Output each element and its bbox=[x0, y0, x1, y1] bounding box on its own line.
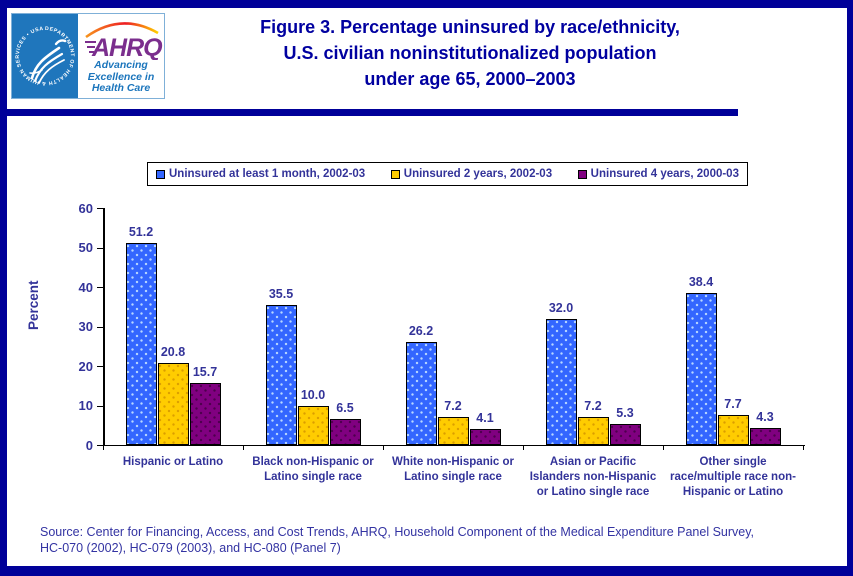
bar-value-label: 5.3 bbox=[616, 406, 634, 421]
x-tick bbox=[243, 445, 244, 450]
ahrq-acronym: AHRQ bbox=[91, 34, 163, 60]
y-axis-title: Percent bbox=[26, 280, 41, 330]
page-border-bottom bbox=[0, 566, 853, 576]
ahrq-tagline-line2: Excellence in bbox=[87, 70, 155, 83]
bar-value-label: 26.2 bbox=[408, 323, 434, 338]
y-tick-label: 0 bbox=[85, 437, 93, 453]
legend-item: Uninsured at least 1 month, 2002-03 bbox=[156, 168, 365, 180]
bar bbox=[685, 293, 717, 445]
figure-title-line1: Figure 3. Percentage uninsured by race/e… bbox=[260, 17, 680, 37]
bar bbox=[717, 414, 749, 445]
bar-value-label: 6.5 bbox=[336, 401, 354, 416]
y-tick-label: 40 bbox=[78, 279, 93, 295]
hhs-logo: DEPARTMENT OF HEALTH & HUMAN SERVICES • … bbox=[12, 14, 78, 98]
bar-value-label: 10.0 bbox=[300, 387, 326, 402]
bar-value-label: 32.0 bbox=[548, 300, 574, 315]
bar-value-label: 35.5 bbox=[268, 286, 294, 301]
x-axis-line bbox=[103, 445, 805, 446]
bar-value-label: 38.4 bbox=[688, 275, 714, 290]
svg-text:DEPARTMENT OF HEALTH & HUMAN S: DEPARTMENT OF HEALTH & HUMAN SERVICES • … bbox=[15, 26, 75, 86]
y-tick bbox=[97, 366, 103, 367]
y-tick bbox=[97, 287, 103, 288]
legend-swatch-icon bbox=[577, 169, 587, 179]
bar bbox=[189, 382, 221, 445]
legend-item: Uninsured 4 years, 2000-03 bbox=[577, 168, 739, 180]
bar bbox=[157, 362, 189, 445]
figure-title-line3: under age 65, 2000–2003 bbox=[364, 69, 576, 89]
legend-label: Uninsured 4 years, 2000-03 bbox=[590, 168, 739, 180]
y-tick bbox=[97, 247, 103, 249]
chart-legend: Uninsured at least 1 month, 2002-03 Unins… bbox=[147, 162, 748, 186]
bar-value-label: 20.8 bbox=[160, 344, 186, 359]
header-divider-bar bbox=[0, 109, 738, 116]
bar bbox=[545, 318, 577, 445]
x-tick bbox=[663, 445, 664, 450]
y-tick-label: 60 bbox=[78, 200, 93, 216]
figure-title-line2: U.S. civilian noninstitutionalized popul… bbox=[283, 43, 657, 63]
bar bbox=[405, 341, 437, 445]
bar bbox=[297, 405, 329, 445]
bar bbox=[577, 416, 609, 445]
bar bbox=[125, 242, 157, 445]
category-label: Other single race/multiple race non- Hispa… bbox=[670, 456, 796, 498]
bar bbox=[749, 428, 781, 445]
y-tick-label: 30 bbox=[78, 319, 93, 334]
page-border-left bbox=[0, 0, 7, 576]
y-tick bbox=[97, 208, 103, 209]
hhs-ahrq-logo: DEPARTMENT OF HEALTH & HUMAN SERVICES • … bbox=[11, 13, 165, 99]
legend-swatch-icon bbox=[390, 169, 400, 179]
x-tick bbox=[803, 445, 804, 450]
ahrq-logo: AHRQ Advancing Excellence in Health Care bbox=[78, 14, 164, 98]
category-label: White non-Hispanic or Latino single race bbox=[391, 456, 515, 483]
legend-label: Uninsured 2 years, 2002-03 bbox=[403, 168, 553, 180]
category-label: Hispanic or Latino bbox=[122, 456, 224, 468]
page-border-right bbox=[847, 0, 853, 576]
bar-value-label: 7.2 bbox=[584, 398, 602, 413]
y-tick bbox=[97, 445, 103, 446]
y-tick bbox=[97, 326, 103, 328]
x-tick bbox=[103, 445, 104, 450]
bar bbox=[329, 419, 361, 445]
y-axis-line bbox=[103, 208, 105, 445]
ahrq-wordmark-icon: AHRQ bbox=[85, 22, 164, 60]
bar bbox=[469, 428, 501, 445]
x-tick bbox=[383, 445, 384, 450]
category-label: Black non-Hispanic or Latino single race bbox=[252, 456, 374, 483]
figure-title: Figure 3. Percentage uninsured by race/e… bbox=[170, 14, 770, 92]
page-border-top bbox=[0, 0, 853, 8]
source-note: Source: Center for Financing, Access, an… bbox=[40, 524, 835, 556]
hhs-eagle-icon: DEPARTMENT OF HEALTH & HUMAN SERVICES • … bbox=[15, 26, 75, 86]
legend-item: Uninsured 2 years, 2002-03 bbox=[390, 168, 553, 180]
y-tick-label: 20 bbox=[78, 358, 93, 374]
bar-value-label: 51.2 bbox=[128, 224, 154, 239]
source-note-line2: HC-070 (2002), HC-079 (2003), and HC-080… bbox=[40, 541, 341, 555]
ahrq-tagline-line3: Health Care bbox=[91, 82, 151, 94]
ahrq-tagline-line1: Advancing bbox=[94, 59, 148, 71]
bar bbox=[265, 304, 297, 445]
y-tick-label: 50 bbox=[78, 240, 93, 255]
legend-swatch-icon bbox=[156, 169, 165, 179]
bar bbox=[609, 424, 641, 445]
bar-value-label: 7.7 bbox=[724, 396, 742, 411]
bar-value-label: 4.3 bbox=[756, 410, 774, 424]
bar-value-label: 7.2 bbox=[444, 398, 462, 413]
source-note-line1: Source: Center for Financing, Access, an… bbox=[40, 525, 755, 539]
bar-value-label: 15.7 bbox=[192, 364, 218, 379]
ahrq-rainbow-arc-icon bbox=[85, 22, 159, 39]
bar-value-label: 4.1 bbox=[476, 410, 494, 425]
y-tick bbox=[97, 405, 103, 407]
bar bbox=[437, 416, 469, 445]
y-tick-label: 10 bbox=[78, 398, 93, 413]
hhs-circular-text: DEPARTMENT OF HEALTH & HUMAN SERVICES • … bbox=[15, 26, 74, 86]
legend-label: Uninsured at least 1 month, 2002-03 bbox=[169, 168, 366, 180]
x-tick bbox=[523, 445, 524, 450]
category-label: Asian or Pacific Islanders non-Hispanic or… bbox=[529, 456, 657, 498]
